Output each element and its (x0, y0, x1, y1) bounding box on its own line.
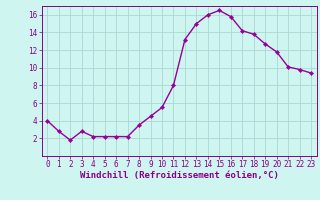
X-axis label: Windchill (Refroidissement éolien,°C): Windchill (Refroidissement éolien,°C) (80, 171, 279, 180)
